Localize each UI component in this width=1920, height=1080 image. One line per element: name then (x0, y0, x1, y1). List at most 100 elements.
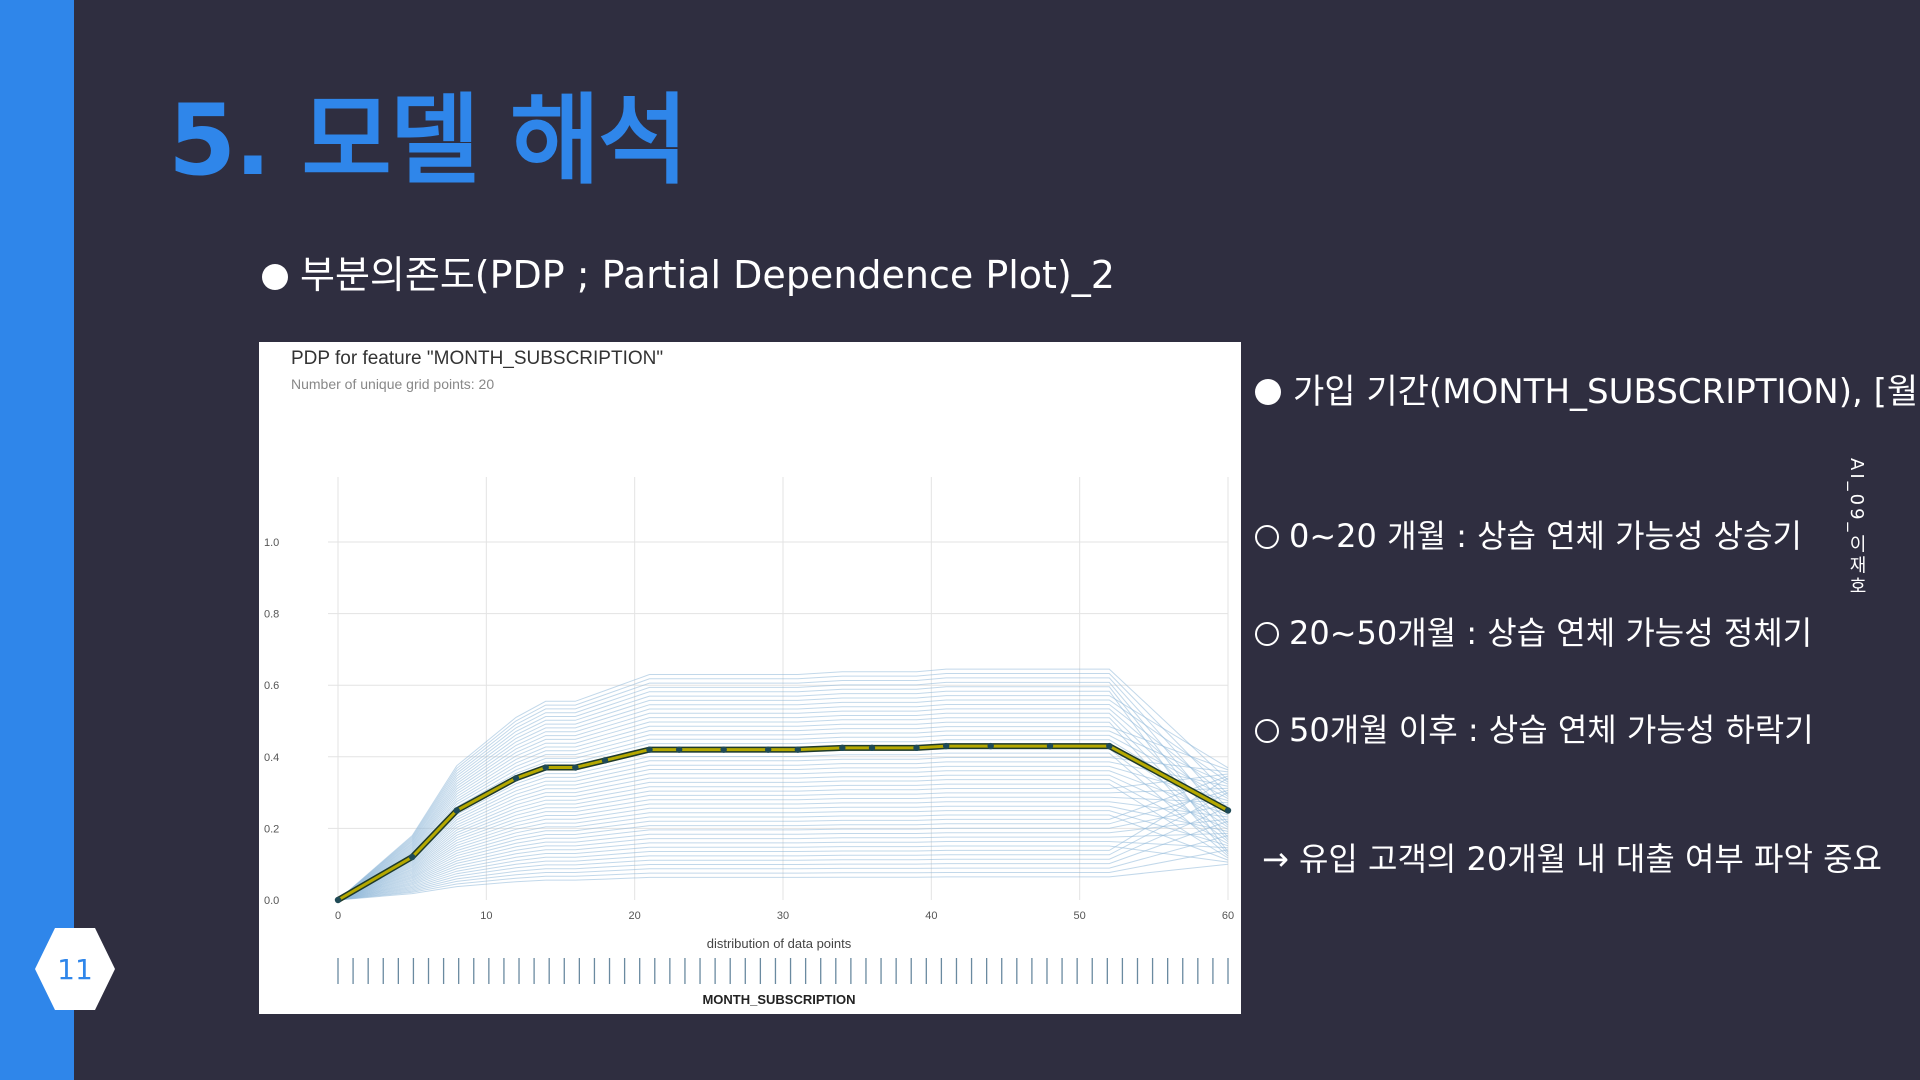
feature-heading-text: 가입 기간(MONTH_SUBSCRIPTION), [월] (1293, 372, 1920, 412)
conclusion-text: → 유입 고객의 20개월 내 대출 여부 파악 중요 (1262, 840, 1882, 878)
ice-line (337, 774, 1229, 901)
y-tick-label: 0.8 (264, 609, 279, 621)
x-tick-label: 0 (335, 910, 341, 922)
ice-line (337, 690, 1229, 901)
ice-line (337, 783, 1229, 901)
ice-line (337, 789, 1229, 901)
circle-bullet-icon (1255, 719, 1279, 743)
ice-line (337, 686, 1229, 901)
y-tick-label: 0.0 (264, 895, 279, 907)
pdp-plot: 0 10 20 30 40 50 60 0.0 0.2 0.4 0.6 0.8 1.0 distribu… (264, 477, 1234, 1007)
ice-line (337, 810, 1229, 901)
ice-line (337, 801, 1229, 901)
y-tick-label: 0.2 (264, 823, 279, 835)
bullet-dot-icon (1255, 379, 1281, 405)
ice-line (337, 721, 1229, 901)
ice-line (337, 739, 1229, 901)
pdp-point (987, 742, 994, 750)
chart-title: PDP for feature "MONTH_SUBSCRIPTION" (291, 348, 664, 369)
pdp-point (675, 746, 683, 753)
feature-heading: 가입 기간(MONTH_SUBSCRIPTION), [월] (1255, 364, 1920, 413)
ice-line (337, 717, 1229, 901)
y-tick-label: 0.6 (264, 680, 279, 692)
ice-line (337, 770, 1229, 901)
ice-line (337, 704, 1229, 901)
ice-line (337, 805, 1229, 901)
pdp-point (913, 744, 920, 752)
observation-item: 20~50개월 : 상습 연체 가능성 정체기 (1255, 608, 1812, 654)
x-tick-label: 60 (1222, 910, 1234, 922)
ice-line (337, 712, 1229, 901)
x-tick-label: 20 (629, 910, 641, 922)
ice-line (337, 849, 1229, 901)
ice-line (337, 761, 1229, 901)
slide-subtitle: 부분의존도(PDP ; Partial Dependence Plot)_2 (262, 244, 1115, 299)
ice-line (337, 730, 1229, 901)
circle-bullet-icon (1255, 525, 1279, 549)
ice-line (337, 791, 1229, 901)
page-number: 11 (57, 952, 93, 986)
pdp-point (408, 853, 416, 861)
pdp-point (942, 742, 950, 750)
circle-bullet-icon (1255, 622, 1279, 646)
ice-line (337, 787, 1229, 901)
ice-line (337, 796, 1229, 901)
observation-text: 20~50개월 : 상습 연체 가능성 정체기 (1289, 614, 1813, 652)
pdp-point (601, 757, 609, 764)
page-number-badge: 11 (35, 928, 115, 1010)
pdp-point (868, 744, 876, 752)
ice-line (337, 818, 1229, 901)
ice-line (337, 773, 1229, 901)
subtitle-text: 부분의존도(PDP ; Partial Dependence Plot)_2 (300, 253, 1115, 297)
ice-line (337, 841, 1229, 901)
pdp-point (1106, 742, 1113, 750)
x-tick-label: 50 (1074, 910, 1086, 922)
pdp-chart: PDP for feature "MONTH_SUBSCRIPTION" Num… (259, 342, 1241, 1014)
ice-line (337, 673, 1229, 901)
author-label: AI_09_이재호 (1846, 458, 1867, 598)
distribution-label: distribution of data points (707, 936, 852, 951)
x-tick-label: 10 (480, 910, 492, 922)
chart-subtitle: Number of unique grid points: 20 (291, 376, 495, 392)
slide-title: 5. 모델 해석 (168, 84, 688, 198)
pdp-point (453, 807, 460, 814)
ice-line (337, 820, 1229, 901)
x-tick-label: 30 (777, 910, 789, 922)
ice-line (337, 845, 1229, 901)
ice-line (337, 804, 1229, 901)
pdp-point (334, 896, 342, 904)
pdp-point (542, 764, 549, 771)
observation-text: 50개월 이후 : 상습 연체 가능성 하락기 (1289, 711, 1814, 749)
ice-line (337, 708, 1229, 901)
ice-line (337, 832, 1229, 901)
observation-text: 0~20 개월 : 상습 연체 가능성 상승기 (1289, 517, 1802, 555)
ice-line (337, 726, 1229, 901)
ice-line (337, 681, 1229, 901)
ice-line (337, 806, 1229, 901)
observation-item: 0~20 개월 : 상습 연체 가능성 상승기 (1255, 511, 1802, 557)
ice-line (337, 779, 1229, 901)
x-axis-label: MONTH_SUBSCRIPTION (702, 992, 855, 1007)
accent-sidebar (0, 0, 74, 1080)
ice-line (337, 814, 1229, 901)
y-tick-label: 0.4 (264, 752, 279, 764)
ice-line (337, 699, 1229, 901)
ice-line (337, 695, 1229, 901)
x-tick-label: 40 (925, 910, 937, 922)
pdp-point (572, 764, 579, 771)
pdp-point (646, 746, 653, 753)
ice-line (337, 668, 1229, 901)
ice-line (337, 863, 1229, 901)
ice-line (337, 677, 1229, 901)
ice-line (337, 734, 1229, 901)
y-tick-label: 1.0 (264, 537, 279, 549)
pdp-point (764, 746, 772, 753)
pdp-line (337, 744, 1229, 902)
observation-item: 50개월 이후 : 상습 연체 가능성 하락기 (1255, 705, 1814, 751)
pdp-point (512, 775, 520, 782)
pdp-point (1046, 742, 1054, 750)
ice-line (337, 835, 1229, 901)
ice-line (337, 757, 1229, 901)
pdp-point (839, 744, 846, 752)
ice-line (337, 775, 1229, 901)
